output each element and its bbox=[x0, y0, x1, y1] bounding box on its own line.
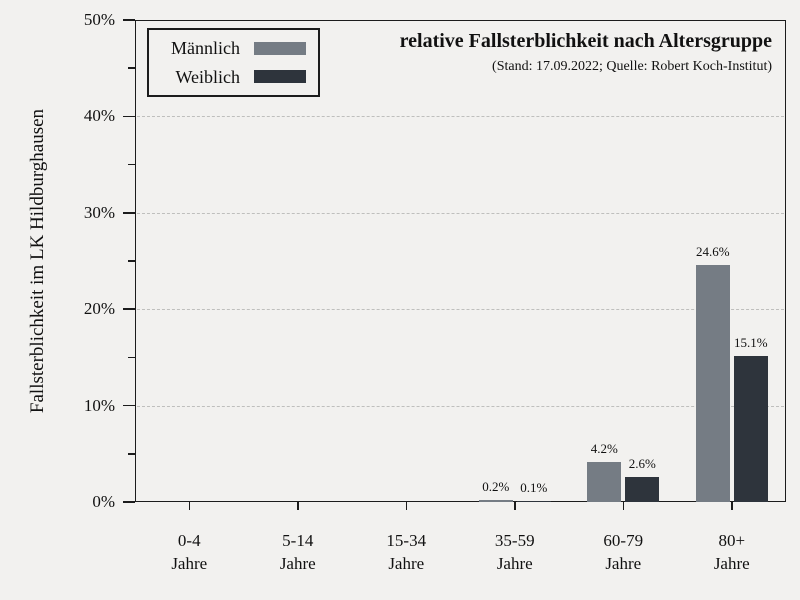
y-tick-0 bbox=[123, 501, 135, 503]
gridline-30pct bbox=[137, 212, 784, 214]
y-minor-tick-15 bbox=[128, 356, 135, 359]
y-minor-tick-5 bbox=[128, 453, 135, 455]
y-tick-40 bbox=[123, 115, 135, 118]
x-tick-5 bbox=[731, 502, 733, 510]
x-category-line1: 35-59 bbox=[494, 531, 535, 550]
legend-label-maennlich: Männlich bbox=[171, 38, 240, 59]
x-category-line1: 5-14 bbox=[282, 531, 314, 550]
legend-swatch-weiblich bbox=[254, 70, 306, 84]
bar-value-label-maennlich-5: 24.6% bbox=[695, 243, 730, 259]
x-category-line2: Jahre bbox=[496, 554, 533, 573]
y-tick-30 bbox=[123, 212, 135, 214]
x-category-line1: 0-4 bbox=[177, 531, 201, 550]
bar-value-label-weiblich-4: 2.6% bbox=[628, 455, 656, 471]
x-category-label-2: 15-34 Jahre bbox=[351, 529, 461, 575]
y-axis-label: Fallsterblichkeit im LK Hildburghausen bbox=[27, 108, 48, 414]
y-tick-label-30: 30% bbox=[83, 202, 115, 222]
chart-title: relative Fallsterblichkeit nach Altersgr… bbox=[399, 30, 772, 52]
x-category-label-4: 60-79 Jahre bbox=[568, 529, 678, 575]
y-minor-tick-25 bbox=[128, 260, 135, 262]
chart-subtitle: (Stand: 17.09.2022; Quelle: Robert Koch-… bbox=[492, 59, 772, 74]
x-category-label-5: 80+ Jahre bbox=[677, 529, 787, 575]
y-minor-tick-45 bbox=[128, 67, 135, 69]
plot-area bbox=[135, 20, 786, 502]
x-category-line2: Jahre bbox=[713, 554, 750, 573]
y-tick-label-20: 20% bbox=[83, 299, 115, 319]
legend-swatch-maennlich bbox=[254, 41, 306, 55]
gridline-40pct bbox=[137, 116, 784, 118]
legend-item-maennlich: Männlich bbox=[161, 38, 306, 58]
bar-value-label-maennlich-4: 4.2% bbox=[590, 440, 618, 456]
x-tick-1 bbox=[297, 502, 299, 510]
x-tick-4 bbox=[622, 502, 624, 510]
x-category-line1: 15-34 bbox=[386, 531, 427, 550]
bar-maennlich-5 bbox=[695, 264, 730, 502]
x-tick-2 bbox=[405, 502, 407, 510]
y-tick-10 bbox=[123, 404, 135, 407]
chart-title-block: relative Fallsterblichkeit nach Altersgr… bbox=[400, 30, 772, 75]
legend-item-weiblich: Weiblich bbox=[161, 67, 306, 87]
y-tick-20 bbox=[123, 308, 135, 310]
bar-value-label-weiblich-3: 0.1% bbox=[520, 480, 548, 496]
bar-maennlich-4 bbox=[587, 461, 622, 502]
x-category-line2: Jahre bbox=[171, 554, 208, 573]
x-category-line2: Jahre bbox=[605, 554, 642, 573]
x-category-label-0: 0-4 Jahre bbox=[134, 529, 244, 575]
y-tick-label-10: 10% bbox=[83, 395, 115, 415]
x-tick-0 bbox=[188, 502, 190, 510]
x-category-label-3: 35-59 Jahre bbox=[460, 529, 570, 575]
legend: Männlich Weiblich bbox=[147, 28, 320, 97]
x-category-line1: 60-79 bbox=[603, 531, 644, 550]
bar-value-label-weiblich-5: 15.1% bbox=[733, 335, 768, 351]
bar-weiblich-3 bbox=[516, 501, 551, 502]
x-category-line2: Jahre bbox=[279, 554, 316, 573]
gridline-10pct bbox=[137, 405, 784, 407]
y-tick-label-0: 0% bbox=[92, 492, 115, 511]
bar-maennlich-3 bbox=[478, 500, 513, 502]
x-category-label-1: 5-14 Jahre bbox=[243, 529, 353, 575]
bar-weiblich-4 bbox=[625, 476, 660, 502]
y-tick-50 bbox=[123, 19, 135, 21]
y-tick-label-40: 40% bbox=[83, 106, 115, 126]
x-tick-3 bbox=[514, 502, 516, 510]
x-category-line2: Jahre bbox=[388, 554, 425, 573]
bar-value-label-maennlich-3: 0.2% bbox=[482, 479, 510, 495]
bar-weiblich-5 bbox=[733, 356, 768, 502]
legend-label-weiblich: Weiblich bbox=[175, 66, 240, 87]
x-category-line1: 80+ bbox=[718, 531, 746, 550]
y-minor-tick-35 bbox=[128, 163, 135, 166]
gridline-20pct bbox=[137, 309, 784, 311]
y-tick-label-50: 50% bbox=[83, 10, 115, 29]
